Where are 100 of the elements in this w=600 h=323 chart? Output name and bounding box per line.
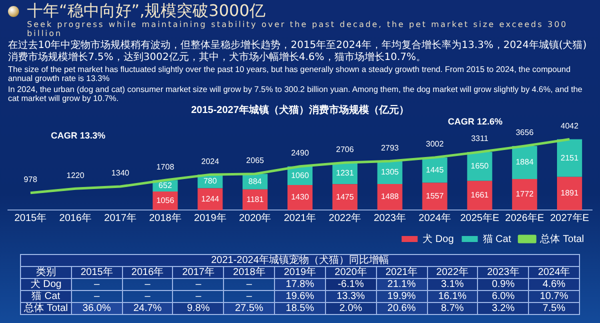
- chart-title: 2021-2024年城镇宠物（犬猫）同比增幅: [20, 254, 580, 266]
- x-tick-label: 2018年: [149, 212, 182, 224]
- data-label: 3.1%: [427, 278, 478, 290]
- x-tick-label: 2024年: [418, 212, 451, 224]
- text: –: [246, 279, 252, 290]
- text: –: [246, 291, 252, 302]
- x-tick-label: 2023年: [478, 266, 529, 278]
- annotation: CAGR 13.3%: [50, 130, 106, 140]
- data-label: 3002: [426, 140, 444, 149]
- x-tick-label: 2022年: [328, 212, 362, 224]
- data-label: 780: [203, 176, 218, 186]
- x-tick-label: 2021年: [376, 266, 427, 278]
- data-label: 20.6%: [376, 302, 427, 314]
- data-label: 652: [158, 181, 172, 190]
- x-tick-label: 2025年E: [460, 212, 500, 224]
- data-label: 1060: [291, 170, 310, 180]
- data-label: 1445: [426, 165, 444, 174]
- data-label: 1340: [111, 168, 130, 178]
- data-label: 19.6%: [274, 290, 326, 302]
- bar: [467, 180, 492, 210]
- data-label: 2706: [336, 144, 354, 154]
- data-label: 1884: [516, 158, 534, 167]
- data-label: 1220: [66, 170, 85, 180]
- text: –: [196, 279, 202, 290]
- text: –: [94, 291, 100, 302]
- annotation: In 2024, the urban (dog and cat) consumer market size will grow by 7.5% to 300.2 billion yuan. Among them, the dog market will grow slightly by 4.6%, and the cat market will grow by 10.7%.: [8, 84, 584, 104]
- data-label: 2.0%: [325, 302, 376, 314]
- data-label: 2024: [201, 156, 220, 166]
- data-label: 2065: [246, 156, 265, 166]
- data-label: 17.8%: [274, 278, 326, 290]
- data-label: 10.7%: [528, 290, 580, 302]
- data-label: 3.2%: [478, 302, 529, 314]
- y-tick-label: 犬 Dog: [20, 278, 72, 290]
- x-tick-label: 2020年: [325, 266, 376, 278]
- annotation: CAGR 12.6%: [448, 116, 502, 126]
- data-label: 8.7%: [427, 302, 478, 314]
- legend-label: 犬 Dog: [422, 232, 454, 245]
- data-label: 1661: [470, 190, 490, 200]
- legend-label: 猫 Cat: [482, 234, 512, 245]
- x-tick-label: 2026年E: [505, 212, 544, 224]
- data-label: 1772: [516, 190, 534, 199]
- x-tick-label: 2016年: [59, 212, 92, 224]
- data-label: 1056: [156, 196, 175, 205]
- y-tick-label: 猫 Cat: [20, 290, 72, 302]
- data-label: 2151: [560, 153, 579, 162]
- x-tick-label: 2019年: [274, 266, 326, 278]
- text: 2015-2027年城镇（犬猫）消费市场规模（亿元）: [191, 104, 409, 116]
- x-tick-label: 2019年: [194, 212, 226, 224]
- data-label: 2490: [291, 148, 310, 158]
- data-label: 1430: [291, 192, 310, 202]
- data-label: 21.1%: [376, 278, 427, 290]
- x-tick-label: 2027年E: [550, 212, 590, 224]
- text: –: [144, 279, 150, 290]
- data-label: 4042: [560, 121, 579, 130]
- bar: [557, 139, 582, 177]
- bar: [287, 184, 313, 210]
- x-tick-label: 2020年: [238, 212, 272, 224]
- text: Seek progress while maintaining stability over the past decade, the pet market size exceeds 300 billion: [27, 20, 569, 38]
- data-label: 13.3%: [325, 290, 376, 302]
- text: –: [94, 279, 100, 290]
- data-label: 884: [248, 176, 262, 186]
- data-label: 1181: [246, 194, 264, 204]
- y-axis-title: 类别: [20, 266, 72, 278]
- text: –: [196, 291, 202, 302]
- data-label: 27.5%: [224, 302, 275, 314]
- data-label: -6.1%: [325, 278, 376, 290]
- data-label: 3656: [516, 128, 534, 138]
- data-label: 36.0%: [71, 302, 122, 314]
- data-label: 1231: [336, 168, 354, 178]
- x-tick-label: 2024年: [528, 266, 580, 278]
- x-tick-label: 2022年: [427, 266, 478, 278]
- bar: [198, 188, 223, 210]
- text: –: [144, 291, 150, 302]
- data-label: 18.5%: [274, 302, 326, 314]
- data-label: 9.8%: [172, 302, 224, 314]
- data-label: 19.9%: [376, 290, 427, 302]
- data-label: 978: [24, 175, 38, 184]
- annotation: The size of the pet market has fluctuated slightly over the past 10 years, but has generally shown a steady growth trend. From 2015 to 2024, the compound annual growth rate is 13.3%: [8, 65, 572, 84]
- y-tick-label: 总体 Total: [20, 302, 72, 314]
- bar: [377, 184, 402, 210]
- x-tick-label: 2023年: [374, 212, 406, 224]
- bar: [332, 184, 358, 210]
- data-label: 4.6%: [528, 278, 580, 290]
- data-label: 6.0%: [478, 290, 529, 302]
- x-tick-label: 2017年: [172, 266, 224, 278]
- data-label: 24.7%: [122, 302, 173, 314]
- data-label: 16.1%: [427, 290, 478, 302]
- x-tick-label: 2021年: [284, 212, 316, 224]
- text: 在过去10年中宠物市场规模稍有波动，但整体呈稳步增长趋势，2015年至2024年，年均复合增长率为13.3%，2024年城镇(犬猫)消费市场规模增长7.5%，达到3002亿元，其中，犬市场小幅增长4.6%，猫市场增长10.7%。: [8, 40, 588, 64]
- data-label: 1488: [380, 192, 400, 202]
- data-label: 1244: [201, 194, 220, 204]
- bar: [557, 176, 582, 210]
- x-tick-label: 2015年: [14, 212, 47, 224]
- data-label: 1475: [336, 192, 354, 202]
- bar: [422, 182, 448, 210]
- bar: [512, 178, 538, 210]
- data-label: 1891: [560, 188, 579, 198]
- data-label: 1557: [426, 192, 444, 201]
- x-tick-label: 2015年: [71, 266, 122, 278]
- x-tick-label: 2016年: [122, 266, 173, 278]
